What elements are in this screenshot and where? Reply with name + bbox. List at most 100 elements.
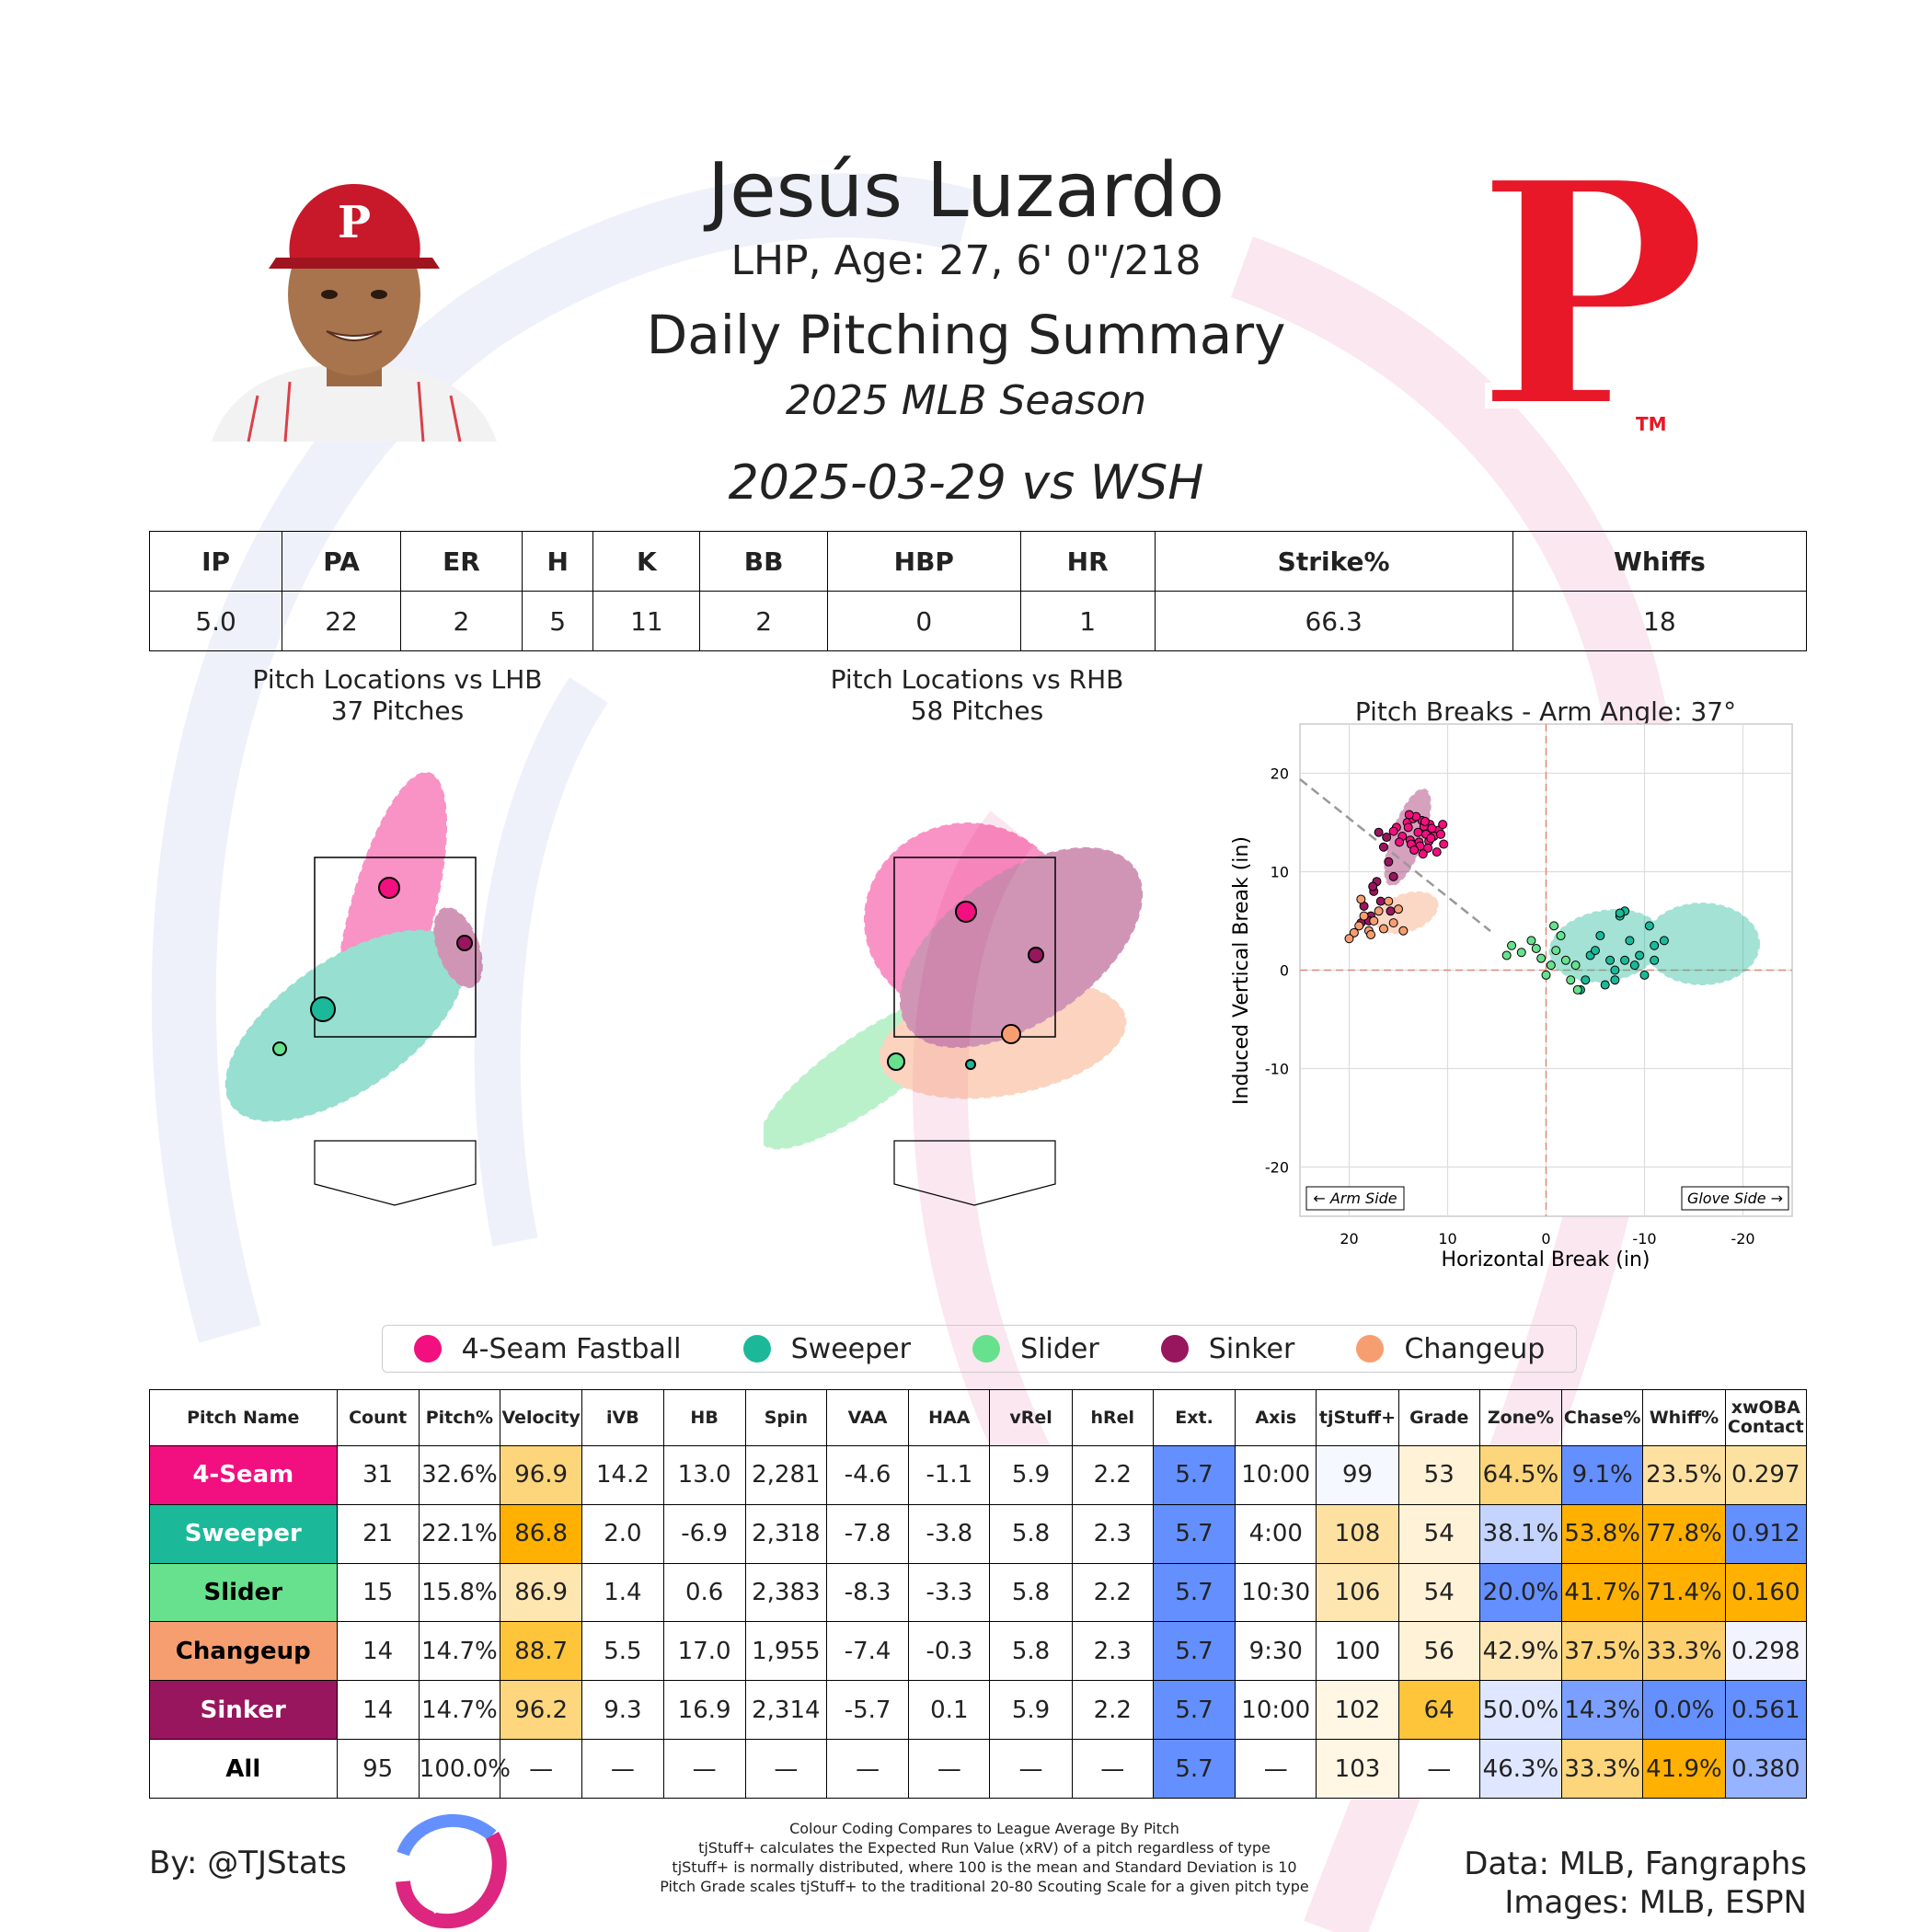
table-row: All 95 100.0% — — — — — — — —5.7—103—46.3% 33.3% 41.… bbox=[149, 1739, 1808, 1799]
rhb-mean-four-seam bbox=[955, 901, 977, 923]
rhb-mean-sinker bbox=[1028, 947, 1044, 963]
y-tick-label: 10 bbox=[1271, 864, 1289, 881]
table-cell: 0.298 bbox=[1724, 1621, 1808, 1682]
table-cell: — bbox=[825, 1739, 910, 1799]
table-cell: 0.380 bbox=[1724, 1739, 1808, 1799]
table-cell: 41.9% bbox=[1642, 1739, 1726, 1799]
pitch-metrics-table: Pitch Name Count Pitch% Velocity iVB HB Spin VA… bbox=[149, 1389, 1808, 1799]
table-cell: 5.7 bbox=[1152, 1503, 1236, 1564]
table-cell: -3.8 bbox=[908, 1503, 991, 1564]
x-tick-label: -20 bbox=[1731, 1230, 1754, 1248]
break-point bbox=[1639, 970, 1650, 980]
column-header: Pitch% bbox=[418, 1389, 501, 1446]
table-cell: 96.2 bbox=[500, 1680, 583, 1741]
break-point bbox=[1625, 936, 1635, 946]
column-header: tjStuff+ bbox=[1316, 1389, 1399, 1446]
break-point bbox=[1388, 826, 1398, 836]
break-point bbox=[1426, 834, 1436, 844]
y-tick-label: 20 bbox=[1271, 765, 1289, 783]
table-cell: 13.0 bbox=[662, 1445, 746, 1505]
table-cell: -6.9 bbox=[662, 1503, 746, 1564]
arm-side-box bbox=[1305, 1186, 1405, 1211]
stat-header-hbp: HBP bbox=[826, 531, 1021, 592]
break-point bbox=[1615, 908, 1625, 918]
table-cell: 5.7 bbox=[1152, 1445, 1236, 1505]
break-point bbox=[1384, 857, 1394, 867]
table-cell: 99 bbox=[1316, 1445, 1399, 1505]
table-cell: -4.6 bbox=[825, 1445, 910, 1505]
pitch-name-cell: 4-Seam bbox=[149, 1445, 338, 1505]
table-cell: 100 bbox=[1316, 1621, 1399, 1682]
break-point bbox=[1427, 823, 1437, 834]
break-point bbox=[1659, 936, 1669, 946]
stat-value-whiffs: 18 bbox=[1512, 591, 1808, 651]
break-point bbox=[1388, 918, 1398, 928]
image-source: Images: MLB, ESPN bbox=[1504, 1884, 1807, 1921]
stat-value-k: 11 bbox=[592, 591, 701, 651]
break-ellipse-sweeper-2 bbox=[1644, 903, 1760, 985]
table-cell: 5.7 bbox=[1152, 1739, 1236, 1799]
column-header: Grade bbox=[1397, 1389, 1480, 1446]
glove-side-label: Glove Side → bbox=[1687, 1190, 1783, 1207]
pitch-name-cell: Sinker bbox=[149, 1680, 338, 1741]
table-cell: 22.1% bbox=[418, 1503, 501, 1564]
column-header: Count bbox=[336, 1389, 420, 1446]
stat-header-er: ER bbox=[399, 531, 523, 592]
break-point bbox=[1581, 975, 1591, 985]
break-point bbox=[1536, 953, 1547, 963]
break-point bbox=[1403, 822, 1413, 833]
legend-item: Sweeper bbox=[742, 1333, 911, 1365]
break-point bbox=[1516, 948, 1526, 958]
stat-value-bb: 2 bbox=[699, 591, 828, 651]
table-cell: 10:30 bbox=[1235, 1562, 1317, 1623]
pitch-name-cell: Sweeper bbox=[149, 1503, 338, 1564]
table-cell: 2,281 bbox=[744, 1445, 827, 1505]
footer-note: Pitch Grade scales tjStuff+ to the tradi… bbox=[660, 1878, 1309, 1895]
break-point bbox=[1432, 847, 1442, 857]
lhb-mean-sweeper bbox=[310, 996, 336, 1022]
break-point bbox=[1605, 955, 1616, 965]
column-header: hRel bbox=[1071, 1389, 1154, 1446]
table-cell: — bbox=[1235, 1739, 1317, 1799]
table-cell: 95 bbox=[336, 1739, 420, 1799]
pitch-legend: 4-Seam Fastball Sweeper Slider Sinker Change… bbox=[382, 1325, 1577, 1373]
table-cell: 100.0% bbox=[418, 1739, 511, 1799]
pitch-name-cell: Changeup bbox=[149, 1621, 338, 1682]
break-point bbox=[1629, 960, 1639, 971]
table-cell: — bbox=[581, 1739, 664, 1799]
pitch-break-chart: Pitch Breaks - Arm Angle: 37° ← Arm Side… bbox=[1230, 696, 1793, 1271]
table-cell: 88.7 bbox=[500, 1621, 583, 1682]
break-point bbox=[1368, 881, 1378, 891]
table-cell: — bbox=[500, 1739, 583, 1799]
logo-trademark: TM bbox=[1636, 413, 1667, 435]
table-cell: 0.912 bbox=[1724, 1503, 1808, 1564]
break-point bbox=[1386, 906, 1396, 916]
table-cell: 64.5% bbox=[1478, 1445, 1563, 1505]
column-header: Chase% bbox=[1561, 1389, 1644, 1446]
legend-item: 4-Seam Fastball bbox=[413, 1333, 682, 1365]
table-cell: 50.0% bbox=[1478, 1680, 1563, 1741]
logo-letter: P bbox=[1474, 138, 1709, 442]
table-row: 4-Seam 31 32.6% 96.9 14.2 13.0 2,281 -4.6 -1.1 5.… bbox=[149, 1445, 1808, 1505]
rhb-location-plot bbox=[764, 822, 1144, 1206]
table-cell: 2.3 bbox=[1071, 1503, 1154, 1564]
table-cell: -0.3 bbox=[908, 1621, 991, 1682]
rhb-home-plate bbox=[893, 1140, 1056, 1206]
table-cell: 37.5% bbox=[1561, 1621, 1644, 1682]
break-point bbox=[1418, 849, 1428, 859]
table-cell: 21 bbox=[336, 1503, 420, 1564]
game-label: 2025-03-29 vs WSH bbox=[728, 455, 1204, 511]
break-point bbox=[1560, 955, 1570, 965]
y-tick-label: -10 bbox=[1265, 1061, 1289, 1078]
pitch-name-cell: All bbox=[149, 1739, 338, 1799]
stat-line-table: IP PA ER H K BB HBP HR Strike% Whiffs 5.0 22 2 5 11 2 0… bbox=[148, 531, 1808, 651]
break-grid bbox=[1300, 724, 1792, 1216]
table-cell: 46.3% bbox=[1478, 1739, 1563, 1799]
stat-value-pa: 22 bbox=[282, 591, 401, 651]
table-cell: 2.2 bbox=[1071, 1562, 1154, 1623]
table-cell: 2.2 bbox=[1071, 1445, 1154, 1505]
pitch-table-header: Pitch Name Count Pitch% Velocity iVB HB Spin VA… bbox=[149, 1389, 1808, 1446]
table-cell: — bbox=[662, 1739, 746, 1799]
table-cell: 33.3% bbox=[1642, 1621, 1726, 1682]
break-point bbox=[1551, 946, 1561, 956]
